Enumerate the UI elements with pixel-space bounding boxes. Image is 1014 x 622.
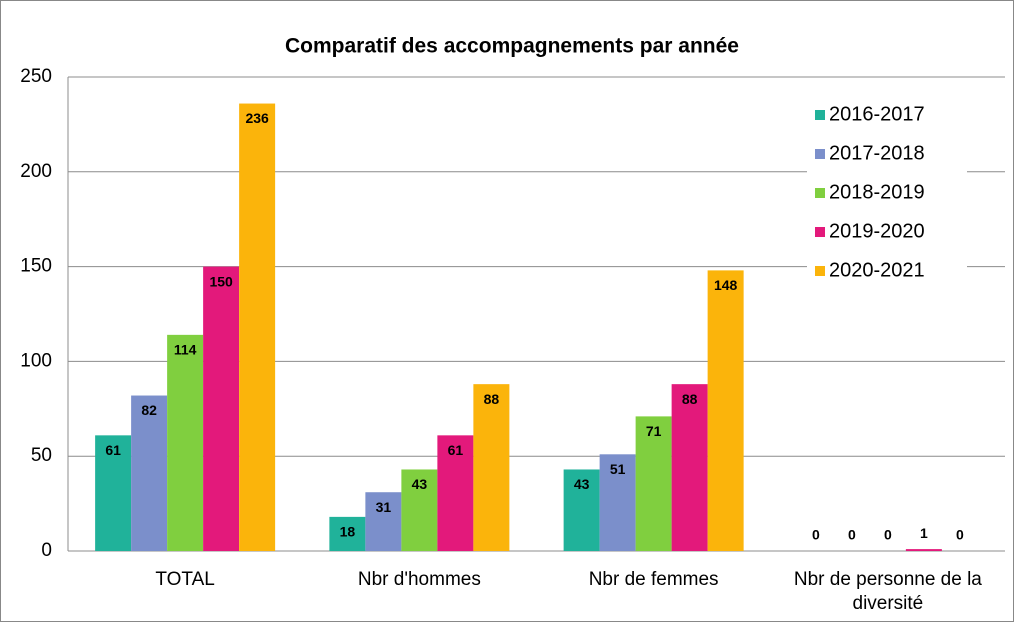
- legend-label: 2019-2020: [829, 220, 925, 242]
- data-label: 0: [884, 527, 892, 543]
- legend-label: 2020-2021: [829, 259, 925, 281]
- bar: [203, 266, 240, 551]
- data-label: 1: [920, 525, 928, 541]
- legend-label: 2017-2018: [829, 142, 925, 164]
- data-label: 150: [209, 273, 233, 289]
- bar: [131, 395, 168, 551]
- bar: [95, 435, 132, 551]
- x-tick-label: TOTAL: [155, 569, 215, 590]
- bar: [329, 516, 366, 551]
- bar: [473, 384, 510, 551]
- data-label: 18: [340, 524, 356, 540]
- bar: [671, 384, 708, 551]
- y-tick-label: 150: [20, 256, 52, 277]
- bar: [905, 549, 942, 551]
- bar: [599, 454, 636, 551]
- data-label: 114: [174, 342, 197, 358]
- legend-swatch: [815, 227, 825, 237]
- data-label: 51: [610, 461, 626, 477]
- legend-label: 2018-2019: [829, 181, 925, 203]
- y-tick-label: 250: [20, 66, 52, 87]
- legend-box: [807, 95, 967, 292]
- y-tick-label: 50: [31, 445, 52, 466]
- data-label: 236: [245, 110, 269, 126]
- data-label: 61: [105, 442, 121, 458]
- x-tick-label: Nbr d'hommes: [357, 569, 481, 590]
- data-label: 31: [376, 499, 392, 515]
- x-tick-label: Nbr de personne de la diversité: [793, 569, 982, 614]
- y-tick-label: 0: [41, 540, 52, 561]
- bar: [707, 270, 744, 551]
- legend-swatch: [815, 110, 825, 120]
- bar: [167, 334, 204, 551]
- data-label: 0: [812, 527, 820, 543]
- y-tick-label: 100: [20, 350, 52, 371]
- legend-label: 2016-2017: [829, 103, 925, 125]
- bar: [563, 469, 600, 551]
- data-label: 82: [141, 402, 157, 418]
- data-label: 43: [574, 476, 590, 492]
- y-tick-label: 200: [20, 161, 52, 182]
- bar: [239, 103, 276, 551]
- data-label: 43: [412, 476, 428, 492]
- data-label: 88: [682, 391, 698, 407]
- legend-swatch: [815, 188, 825, 198]
- bar: [437, 435, 474, 551]
- data-label: 88: [484, 391, 500, 407]
- data-label: 71: [646, 423, 662, 439]
- data-label: 61: [448, 442, 464, 458]
- data-label: 0: [956, 527, 964, 543]
- chart-title: Comparatif des accompagnements par année: [285, 35, 739, 58]
- bar: [365, 492, 402, 551]
- bar: [635, 416, 672, 551]
- bar: [401, 469, 438, 551]
- legend-swatch: [815, 149, 825, 159]
- data-label: 0: [848, 527, 856, 543]
- x-tick-label: Nbr de femmes: [588, 569, 719, 590]
- data-label: 148: [714, 277, 738, 293]
- legend-swatch: [815, 266, 825, 276]
